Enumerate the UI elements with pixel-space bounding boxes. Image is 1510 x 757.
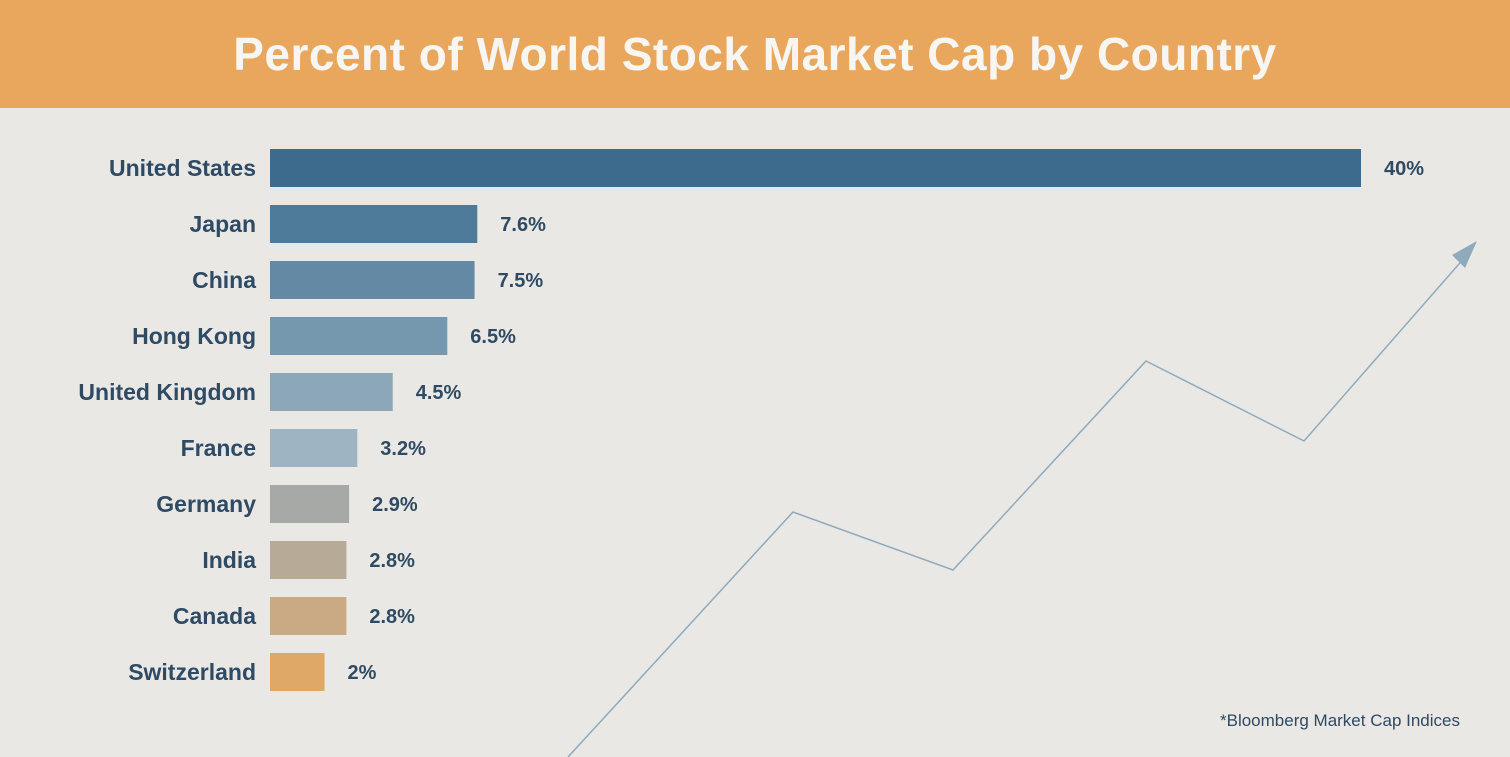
value-label: 40% xyxy=(1384,158,1424,180)
value-label: 2.9% xyxy=(372,494,418,516)
source-footnote: *Bloomberg Market Cap Indices xyxy=(1219,711,1460,730)
category-label: India xyxy=(202,547,256,573)
category-label: Germany xyxy=(156,491,256,517)
category-label: United Kingdom xyxy=(78,379,256,405)
bar xyxy=(270,205,478,243)
trend-line xyxy=(567,255,1467,757)
category-label: Switzerland xyxy=(128,659,256,685)
bar xyxy=(270,597,347,635)
arrow-up-right-icon xyxy=(1452,241,1477,268)
value-label: 2.8% xyxy=(369,550,415,572)
title-banner xyxy=(0,0,1510,108)
category-label: France xyxy=(181,435,256,461)
decorative-trend-line xyxy=(567,241,1477,757)
value-label: 7.5% xyxy=(498,270,544,292)
value-label: 2.8% xyxy=(369,606,415,628)
value-label: 7.6% xyxy=(500,214,546,236)
bar xyxy=(270,653,325,691)
bar xyxy=(270,149,1361,187)
category-label: United States xyxy=(109,155,256,181)
bar xyxy=(270,485,350,523)
category-label: China xyxy=(192,267,256,293)
bar xyxy=(270,317,448,355)
value-label: 3.2% xyxy=(380,438,426,460)
bar-chart: United States 40% Japan 7.6% China 7.5% Hong K… xyxy=(78,149,1477,757)
category-label: Hong Kong xyxy=(132,323,256,349)
chart-title: Percent of World Stock Market Cap by Cou… xyxy=(233,28,1277,80)
bar xyxy=(270,541,347,579)
bar xyxy=(270,373,393,411)
bar xyxy=(270,429,358,467)
category-label: Japan xyxy=(190,211,256,237)
bar xyxy=(270,261,475,299)
value-label: 4.5% xyxy=(416,382,462,404)
value-label: 6.5% xyxy=(470,326,516,348)
category-label: Canada xyxy=(173,603,256,629)
bars-group: United States 40% Japan 7.6% China 7.5% Hong K… xyxy=(78,149,1424,691)
value-label: 2% xyxy=(348,662,377,684)
